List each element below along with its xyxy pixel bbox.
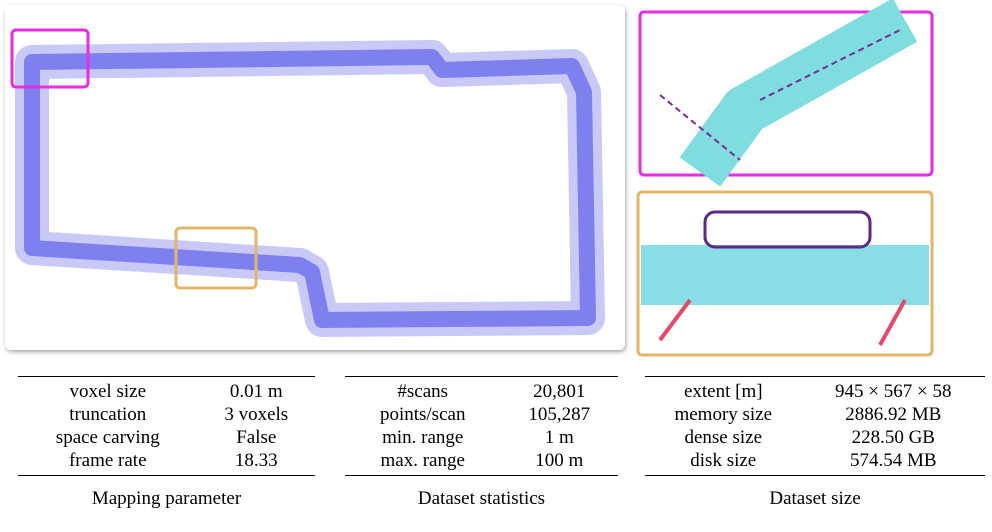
table-cell: 574.54 MB: [802, 449, 985, 472]
table-cell: 20,801: [500, 380, 618, 403]
table-cell: extent [m]: [645, 380, 802, 403]
table-cell: space carving: [18, 426, 198, 449]
table-cell: 3 voxels: [198, 403, 315, 426]
table-cell: 1 m: [500, 426, 618, 449]
figure: voxel size0.01 mtruncation3 voxelsspace …: [0, 0, 992, 532]
table-cell: frame rate: [18, 449, 198, 472]
table-cell: 945 × 567 × 58: [802, 380, 985, 403]
table-caption: Dataset statistics: [345, 488, 618, 510]
table-cell: 2886.92 MB: [802, 403, 985, 426]
table-row: extent [m]945 × 567 × 58: [645, 380, 985, 403]
table-cell: #scans: [345, 380, 500, 403]
table-cell: max. range: [345, 449, 500, 472]
top-rule: [345, 376, 618, 377]
table-cell: 18.33: [198, 449, 315, 472]
table-cell: voxel size: [18, 380, 198, 403]
table-cell: memory size: [645, 403, 802, 426]
table-cell: 105,287: [500, 403, 618, 426]
table-cell: truncation: [18, 403, 198, 426]
table-cell: dense size: [645, 426, 802, 449]
table-cell: disk size: [645, 449, 802, 472]
table-cell: points/scan: [345, 403, 500, 426]
table-cell: min. range: [345, 426, 500, 449]
bottom-rule: [18, 475, 315, 476]
top-rule: [645, 376, 985, 377]
table-caption: Mapping parameter: [18, 488, 315, 510]
table-cell: 100 m: [500, 449, 618, 472]
table-caption: Dataset size: [645, 488, 985, 510]
figure-images: [0, 0, 992, 370]
top-rule: [18, 376, 315, 377]
table-cell: False: [198, 426, 315, 449]
table-cell: 228.50 GB: [802, 426, 985, 449]
bottom-rule: [645, 475, 985, 476]
inset-road-2: [641, 245, 929, 305]
table-cell: 0.01 m: [198, 380, 315, 403]
bottom-rule: [345, 475, 618, 476]
